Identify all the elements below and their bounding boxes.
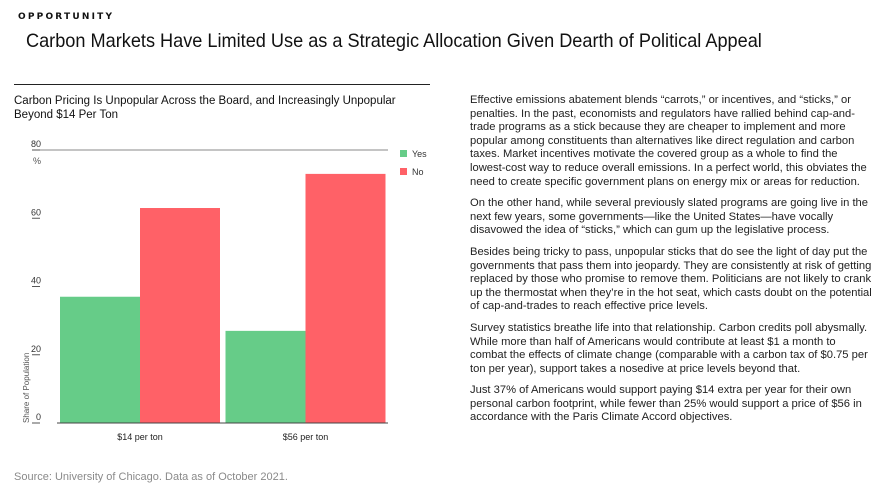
x-tick-label: $14 per ton	[117, 432, 163, 442]
y-tick-label: 40	[31, 276, 41, 286]
y-tick-label: 80	[31, 139, 41, 149]
article-paragraph: Survey statistics breathe life into that…	[470, 321, 868, 375]
y-axis-label: Share of Population	[22, 353, 31, 423]
source-note: Source: University of Chicago. Data as o…	[14, 471, 288, 483]
page-title: Carbon Markets Have Limited Use as a Str…	[26, 30, 762, 52]
legend-label-no: No	[412, 167, 424, 177]
y-unit-label: %	[33, 156, 41, 166]
legend-swatch-yes	[400, 150, 407, 157]
x-tick-label: $56 per ton	[283, 432, 329, 442]
article-paragraph: On the other hand, while several previou…	[470, 197, 868, 237]
bar-yes-1	[60, 296, 140, 423]
bar-no-2	[305, 173, 386, 423]
chart-title: Carbon Pricing Is Unpopular Across the B…	[14, 95, 396, 121]
y-tick-label: 0	[36, 412, 41, 422]
y-tick-label: 60	[31, 207, 41, 217]
y-tick-label: 20	[31, 344, 41, 354]
section-eyebrow: OPPORTUNITY	[18, 12, 115, 22]
legend-label-yes: Yes	[412, 149, 427, 159]
article-paragraph: Effective emissions abatement blends “ca…	[470, 94, 867, 188]
article-body: Effective emissions abatement blends “ca…	[470, 94, 875, 433]
bar-chart: 0 20 40 60 80% Share of Population $14 per ton…	[22, 139, 427, 442]
title-divider	[14, 84, 430, 85]
article-paragraph: Besides being tricky to pass, unpopular …	[470, 245, 872, 313]
article-paragraph: Just 37% of Americans would support payi…	[470, 384, 862, 424]
legend-swatch-no	[400, 168, 407, 175]
bar-yes-2	[225, 330, 306, 423]
bar-no-1	[140, 208, 220, 423]
